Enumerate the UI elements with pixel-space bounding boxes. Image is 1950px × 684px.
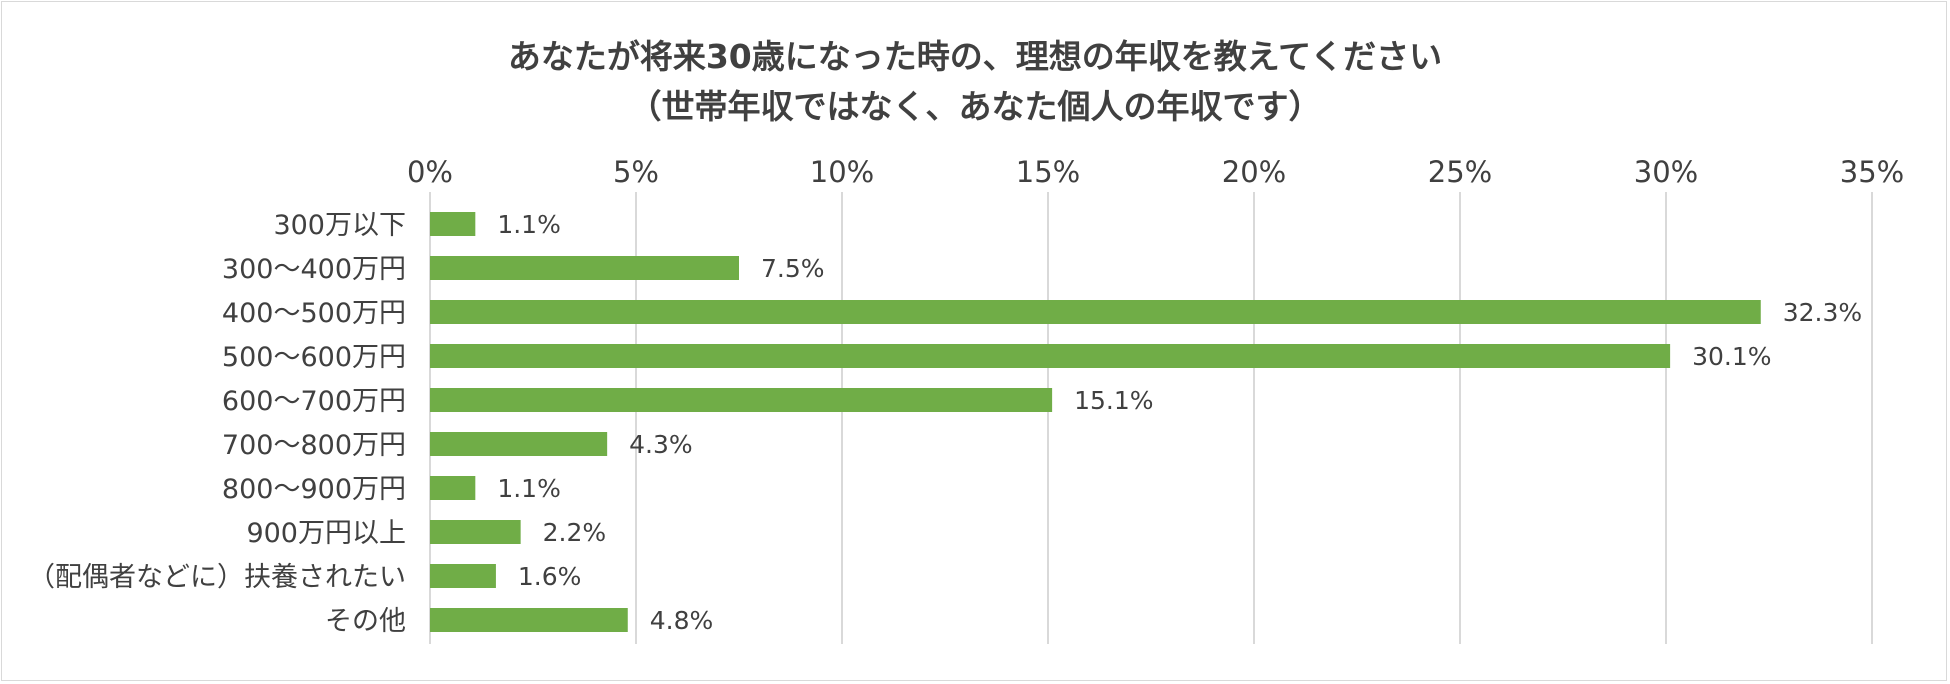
bar	[430, 256, 739, 280]
category-label: 900万円以上	[246, 518, 406, 549]
data-label: 1.1%	[497, 474, 561, 503]
x-tick-label: 35%	[1840, 155, 1904, 189]
data-label: 30.1%	[1692, 342, 1771, 371]
x-tick-label: 20%	[1222, 155, 1286, 189]
x-tick-label: 15%	[1016, 155, 1080, 189]
category-label: 600〜700万円	[222, 386, 406, 417]
data-labels: 1.1% 7.5% 32.3% 30.1% 15.1% 4.3% 1.1% 2.2% 1.6% 4…	[497, 210, 1862, 635]
data-label: 15.1%	[1074, 386, 1153, 415]
bar	[430, 344, 1671, 368]
data-label: 1.1%	[497, 210, 561, 239]
bar	[430, 520, 521, 544]
x-tick-label: 5%	[613, 155, 659, 189]
chart-subtitle: （世帯年収ではなく、あなた個人の年収です）	[628, 87, 1322, 126]
data-label: 4.8%	[650, 606, 714, 635]
data-label: 32.3%	[1783, 298, 1862, 327]
data-label: 4.3%	[629, 430, 693, 459]
chart-title: あなたが将来30歳になった時の、理想の年収を教えてください	[507, 37, 1443, 76]
category-label: 400〜500万円	[222, 298, 406, 329]
bar	[430, 564, 496, 588]
bar	[430, 212, 476, 236]
x-tick-label: 30%	[1634, 155, 1698, 189]
category-label: 300万以下	[273, 210, 406, 241]
category-labels: 300万以下 300〜400万円 400〜500万円 500〜600万円 600〜700…	[28, 210, 406, 637]
x-tick-label: 25%	[1428, 155, 1492, 189]
bar	[430, 432, 608, 456]
bar	[430, 476, 476, 500]
bar	[430, 608, 628, 632]
x-tick-label: 0%	[407, 155, 453, 189]
x-axis-ticks: 0% 5% 10% 15% 20% 25% 30% 35%	[407, 155, 1904, 189]
data-label: 7.5%	[761, 254, 825, 283]
category-label: 800〜900万円	[222, 474, 406, 505]
category-label: （配偶者などに）扶養されたい	[28, 562, 406, 593]
category-label: その他	[325, 606, 406, 637]
data-label: 2.2%	[543, 518, 607, 547]
category-label: 700〜800万円	[222, 430, 406, 461]
x-tick-label: 10%	[810, 155, 874, 189]
category-label: 300〜400万円	[222, 254, 406, 285]
bar	[430, 388, 1053, 412]
bar	[430, 300, 1761, 324]
bars	[430, 212, 1761, 632]
category-label: 500〜600万円	[222, 342, 406, 373]
data-label: 1.6%	[518, 562, 582, 591]
